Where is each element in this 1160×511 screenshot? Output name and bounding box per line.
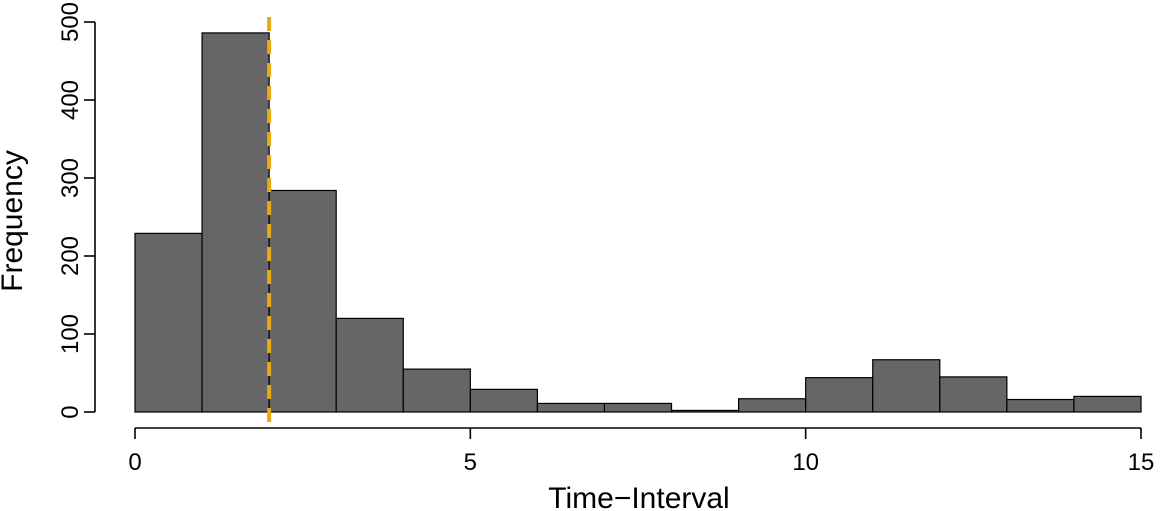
histogram-bar — [335, 317, 404, 413]
histogram-bar — [469, 388, 539, 413]
x-tick-label: 5 — [464, 449, 477, 476]
x-axis-title: Time−Interval — [548, 482, 729, 511]
bars-group — [134, 32, 1142, 413]
histogram-bar — [536, 402, 606, 413]
histogram-bar — [201, 32, 270, 413]
y-tick-label: 300 — [57, 158, 84, 198]
histogram-bar — [1073, 395, 1142, 413]
y-tick-label: 200 — [57, 236, 84, 276]
y-tick-label: 100 — [57, 314, 84, 354]
x-tick-label: 0 — [128, 449, 141, 476]
histogram-bar — [872, 359, 941, 413]
y-tick-label: 0 — [57, 405, 84, 418]
histogram-bar — [268, 189, 337, 413]
x-axis: 0 5 10 15 — [128, 427, 1155, 476]
y-axis: 0 100 200 300 400 500 — [57, 2, 96, 419]
histogram-bar — [670, 409, 740, 413]
y-tick-label: 500 — [57, 2, 84, 42]
y-tick-label: 400 — [57, 80, 84, 120]
y-axis-title: Frequency — [0, 150, 29, 292]
histogram-bar — [603, 402, 673, 413]
x-tick-label: 10 — [792, 449, 819, 476]
histogram-bar — [737, 398, 807, 413]
x-tick-label: 15 — [1128, 449, 1155, 476]
histogram-bar — [402, 368, 471, 413]
histogram-bar — [1006, 398, 1075, 413]
histogram-bar — [939, 376, 1008, 413]
histogram-bar — [134, 232, 203, 413]
histogram-bar — [805, 377, 874, 413]
